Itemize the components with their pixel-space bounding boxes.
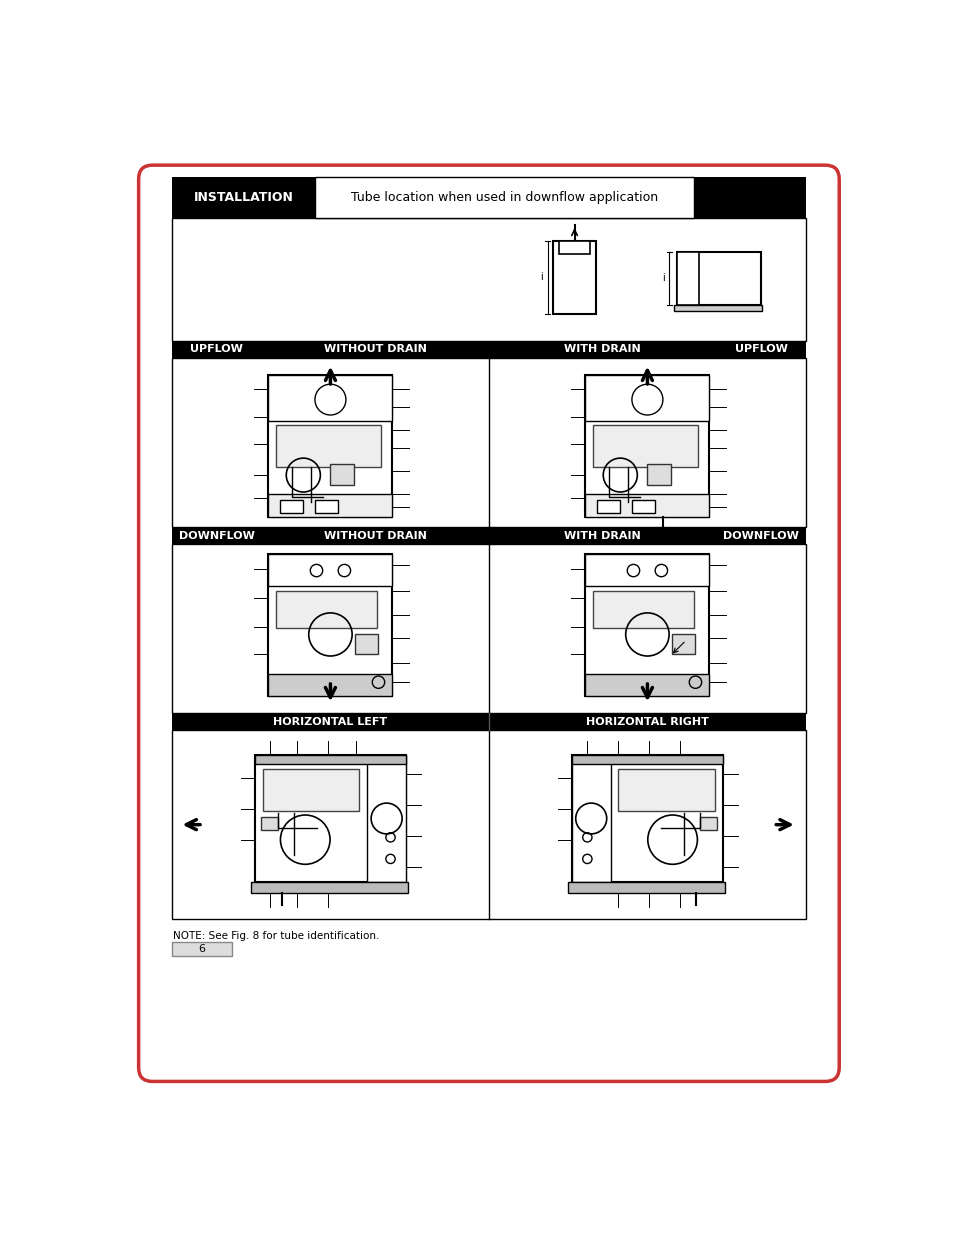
- Bar: [254, 755, 406, 882]
- Bar: [280, 500, 303, 513]
- Text: DOWNFLOW: DOWNFLOW: [722, 531, 799, 541]
- Bar: [172, 730, 805, 919]
- Bar: [553, 241, 596, 314]
- Bar: [674, 305, 760, 311]
- Text: WITHOUT DRAIN: WITHOUT DRAIN: [323, 345, 426, 354]
- Text: DOWNFLOW: DOWNFLOW: [178, 531, 254, 541]
- Bar: [330, 463, 354, 485]
- Bar: [631, 500, 655, 513]
- Text: INSTALLATION: INSTALLATION: [193, 191, 294, 204]
- Bar: [315, 178, 693, 217]
- Text: WITHOUT DRAIN: WITHOUT DRAIN: [323, 531, 426, 541]
- Bar: [314, 500, 337, 513]
- Bar: [672, 635, 695, 653]
- Text: NOTE: See Fig. 8 for tube identification.: NOTE: See Fig. 8 for tube identification…: [173, 931, 379, 941]
- Text: HORIZONTAL RIGHT: HORIZONTAL RIGHT: [585, 716, 708, 727]
- Bar: [262, 769, 359, 811]
- Bar: [172, 942, 233, 956]
- Bar: [571, 755, 610, 882]
- Bar: [172, 217, 805, 341]
- Text: UPFLOW: UPFLOW: [734, 345, 787, 354]
- Bar: [585, 553, 709, 697]
- Bar: [618, 769, 715, 811]
- Bar: [268, 375, 392, 517]
- Bar: [567, 882, 724, 893]
- Text: WITH DRAIN: WITH DRAIN: [564, 345, 640, 354]
- Bar: [597, 500, 619, 513]
- Text: WITH DRAIN: WITH DRAIN: [564, 531, 640, 541]
- Bar: [172, 527, 805, 543]
- Bar: [593, 590, 693, 627]
- Bar: [558, 241, 589, 253]
- Text: i: i: [539, 272, 542, 282]
- Bar: [172, 358, 805, 527]
- Text: Tube location when used in downflow application: Tube location when used in downflow appl…: [351, 191, 658, 204]
- Text: 6: 6: [198, 944, 206, 953]
- Bar: [571, 755, 722, 882]
- Bar: [172, 543, 805, 714]
- Bar: [268, 553, 392, 585]
- Bar: [647, 463, 670, 485]
- Bar: [571, 755, 722, 764]
- Bar: [699, 816, 716, 830]
- Bar: [677, 252, 699, 305]
- Bar: [268, 674, 392, 697]
- Bar: [276, 425, 380, 467]
- Bar: [585, 553, 709, 585]
- Bar: [172, 341, 805, 358]
- Bar: [172, 178, 315, 217]
- Bar: [677, 252, 760, 305]
- Bar: [251, 882, 408, 893]
- Bar: [172, 714, 805, 730]
- Bar: [585, 494, 709, 517]
- Bar: [585, 674, 709, 697]
- Bar: [367, 755, 406, 882]
- Bar: [355, 635, 378, 653]
- Text: HORIZONTAL LEFT: HORIZONTAL LEFT: [274, 716, 387, 727]
- Bar: [593, 425, 697, 467]
- Bar: [254, 755, 406, 764]
- Text: UPFLOW: UPFLOW: [190, 345, 243, 354]
- Bar: [276, 590, 376, 627]
- Bar: [585, 375, 709, 421]
- Text: i: i: [661, 273, 664, 283]
- Bar: [268, 494, 392, 517]
- Bar: [585, 375, 709, 517]
- Bar: [268, 375, 392, 421]
- Bar: [268, 553, 392, 697]
- Bar: [261, 816, 278, 830]
- Bar: [693, 178, 805, 217]
